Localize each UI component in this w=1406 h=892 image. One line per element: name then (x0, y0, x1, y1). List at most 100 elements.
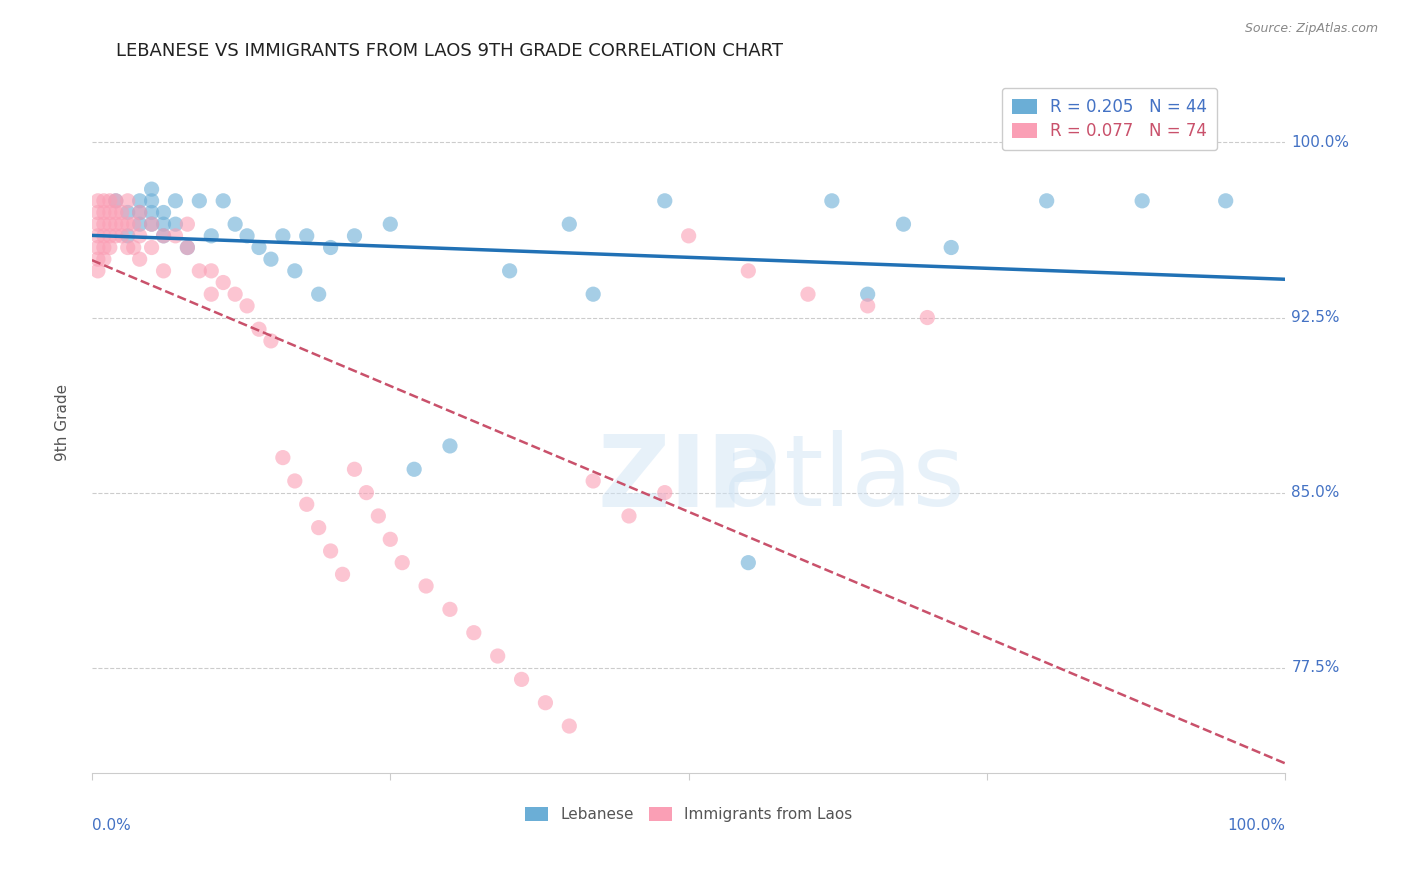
Point (356, 485, 378, 500)
Point (260, 252, 283, 267)
Point (212, 194, 235, 208)
Point (87, 217, 110, 231)
Point (176, 240, 198, 254)
Point (236, 299, 259, 313)
Point (98, 217, 121, 231)
Point (224, 287, 246, 301)
Point (188, 194, 211, 208)
Point (98, 228, 121, 243)
Point (111, 228, 134, 243)
Point (654, 485, 676, 500)
Point (1215, 194, 1237, 208)
Point (117, 228, 139, 243)
Text: 92.5%: 92.5% (1291, 310, 1340, 325)
Point (391, 556, 413, 570)
Point (128, 252, 150, 267)
Point (941, 240, 963, 254)
Point (797, 287, 820, 301)
Point (87, 205, 110, 219)
Point (111, 205, 134, 219)
Point (128, 194, 150, 208)
Point (111, 217, 134, 231)
Point (98, 194, 121, 208)
Legend: Lebanese, Immigrants from Laos: Lebanese, Immigrants from Laos (519, 801, 859, 828)
Point (439, 602, 461, 616)
Point (821, 194, 844, 208)
Point (224, 217, 246, 231)
Point (486, 648, 509, 663)
Point (856, 299, 879, 313)
Point (152, 217, 174, 231)
Point (104, 228, 127, 243)
Point (87, 240, 110, 254)
Point (141, 240, 163, 254)
Point (295, 497, 318, 511)
Point (737, 264, 759, 278)
Point (104, 205, 127, 219)
Point (152, 228, 174, 243)
Point (141, 217, 163, 231)
Point (93, 217, 115, 231)
Point (654, 194, 676, 208)
Point (463, 625, 485, 640)
Point (1130, 194, 1153, 208)
Point (176, 217, 198, 231)
Point (319, 544, 342, 558)
Point (582, 474, 605, 488)
Point (200, 228, 222, 243)
Point (93, 194, 115, 208)
Point (128, 217, 150, 231)
Text: 0.0%: 0.0% (91, 818, 131, 833)
Point (212, 276, 235, 290)
Text: 100.0%: 100.0% (1291, 135, 1350, 150)
Point (308, 287, 330, 301)
Point (93, 252, 115, 267)
Point (152, 264, 174, 278)
Point (141, 205, 163, 219)
Point (295, 228, 318, 243)
Text: Source: ZipAtlas.com: Source: ZipAtlas.com (1244, 22, 1378, 36)
Point (141, 217, 163, 231)
Text: 77.5%: 77.5% (1291, 660, 1340, 675)
Point (128, 205, 150, 219)
Point (856, 287, 879, 301)
Point (367, 508, 389, 523)
Point (558, 217, 581, 231)
Point (284, 264, 307, 278)
Point (319, 240, 342, 254)
Point (380, 217, 402, 231)
Point (271, 450, 294, 465)
Point (176, 240, 198, 254)
Point (93, 240, 115, 254)
Point (87, 194, 110, 208)
Point (98, 240, 121, 254)
Point (141, 182, 163, 196)
Text: 100.0%: 100.0% (1227, 818, 1285, 833)
Point (893, 217, 915, 231)
Point (343, 228, 366, 243)
Point (200, 287, 222, 301)
Point (236, 228, 259, 243)
Text: atlas: atlas (723, 430, 965, 527)
Point (1035, 194, 1057, 208)
Point (247, 240, 270, 254)
Point (404, 462, 426, 476)
Point (117, 194, 139, 208)
Point (165, 194, 187, 208)
Point (558, 719, 581, 733)
Point (165, 217, 187, 231)
Point (308, 521, 330, 535)
Point (415, 579, 437, 593)
Point (737, 556, 759, 570)
Point (117, 205, 139, 219)
Point (141, 194, 163, 208)
Text: ZIP: ZIP (598, 430, 780, 527)
Point (128, 205, 150, 219)
Point (247, 322, 270, 336)
Text: LEBANESE VS IMMIGRANTS FROM LAOS 9TH GRADE CORRELATION CHART: LEBANESE VS IMMIGRANTS FROM LAOS 9TH GRA… (115, 42, 783, 60)
Point (534, 696, 557, 710)
Point (93, 228, 115, 243)
Point (284, 474, 307, 488)
Point (271, 228, 294, 243)
Point (582, 287, 605, 301)
